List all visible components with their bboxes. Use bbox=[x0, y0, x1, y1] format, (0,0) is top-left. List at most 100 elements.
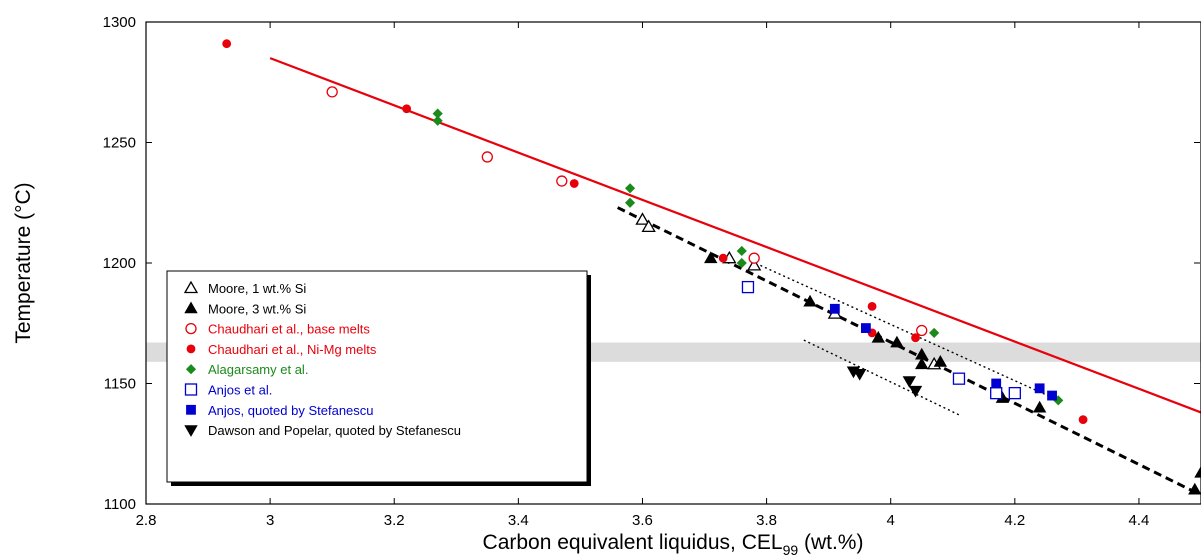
data-point bbox=[741, 280, 755, 294]
data-point bbox=[1008, 386, 1021, 400]
lower-dotted-line bbox=[803, 339, 960, 416]
legend-marker bbox=[186, 404, 196, 415]
red-liquidus-line bbox=[269, 57, 1201, 414]
data-point bbox=[908, 385, 923, 398]
data-point bbox=[569, 179, 579, 188]
axis-ticks-layer: 2.8 3 3.2 3.4 3.6 3.8 4 4.2 4.4 1100 1150 1200 1250 1… bbox=[103, 14, 1200, 529]
data-point bbox=[890, 335, 904, 348]
series-dawson-and-popelar-quoted-by-stefanescu bbox=[846, 366, 923, 398]
data-point bbox=[624, 183, 636, 194]
x-tick-label: 3 bbox=[266, 512, 274, 529]
data-point bbox=[556, 175, 568, 187]
data-point bbox=[736, 245, 747, 257]
legend-marker bbox=[185, 322, 197, 335]
legend-marker bbox=[186, 344, 196, 354]
legend-label: Anjos, quoted by Stefanescu bbox=[208, 403, 374, 418]
legend-entry-chaudhari-et-al-base-melts: Chaudhari et al., base melts bbox=[185, 322, 370, 337]
data-point bbox=[326, 86, 338, 98]
data-point bbox=[635, 212, 650, 225]
legend-marker bbox=[184, 383, 198, 396]
data-point bbox=[990, 386, 1003, 400]
data-point bbox=[736, 257, 747, 269]
data-point bbox=[748, 252, 760, 264]
data-point bbox=[829, 303, 840, 314]
data-point bbox=[481, 151, 493, 163]
legend-items: Moore, 1 wt.% Si Moore, 3 wt.% Si Chaudhar… bbox=[183, 280, 461, 438]
data-point bbox=[1032, 400, 1047, 413]
legend-marker bbox=[183, 280, 199, 294]
data-point bbox=[867, 301, 877, 311]
black-fit-line bbox=[616, 206, 1196, 494]
legend: Moore, 1 wt.% Si Moore, 3 wt.% Si Chaudhar… bbox=[166, 270, 591, 486]
data-point bbox=[929, 327, 940, 338]
data-point bbox=[1034, 383, 1045, 394]
y-tick-label: 1150 bbox=[104, 376, 136, 393]
x-tick-label: 2.8 bbox=[136, 512, 157, 529]
data-point bbox=[952, 372, 966, 385]
series-chaudhari-et-al-base-melts bbox=[326, 86, 928, 337]
data-point bbox=[1078, 415, 1088, 425]
x-tick-label: 3.8 bbox=[756, 512, 777, 529]
legend-label: Chaudhari et al., Ni-Mg melts bbox=[208, 342, 377, 357]
x-axis-label-subscript: 99 bbox=[783, 542, 799, 558]
y-tick-label: 1300 bbox=[103, 14, 136, 31]
legend-label: Moore, 1 wt.% Si bbox=[208, 281, 306, 296]
legend-label: Dawson and Popelar, quoted by Stefanescu bbox=[208, 423, 461, 438]
data-point bbox=[915, 357, 929, 370]
series-anjos-et-al bbox=[741, 280, 1021, 400]
x-axis-label-units: (wt.%) bbox=[798, 531, 863, 554]
legend-label: Moore, 3 wt.% Si bbox=[208, 301, 306, 316]
x-tick-label: 4.2 bbox=[1004, 512, 1025, 529]
data-point bbox=[718, 253, 728, 263]
data-point bbox=[432, 115, 443, 126]
fit-lines-layer bbox=[269, 57, 1201, 494]
y-tick-label: 1100 bbox=[104, 496, 136, 513]
x-tick-label: 3.4 bbox=[508, 512, 529, 529]
legend-entry-dawson-and-popelar-quoted-by-stefanescu: Dawson and Popelar, quoted by Stefanescu bbox=[184, 423, 461, 438]
legend-marker bbox=[185, 364, 197, 375]
data-point bbox=[991, 378, 1002, 389]
series-anjos-quoted-by-stefanescu bbox=[829, 303, 1057, 401]
data-point bbox=[1188, 482, 1201, 495]
legend-marker bbox=[184, 425, 198, 437]
data-point bbox=[624, 197, 636, 208]
data-points-layer bbox=[222, 39, 1201, 495]
legend-entry-moore-3-wt-si: Moore, 3 wt.% Si bbox=[184, 301, 306, 316]
data-point bbox=[911, 333, 920, 343]
y-tick-label: 1250 bbox=[103, 135, 136, 152]
data-point bbox=[852, 368, 867, 381]
legend-entry-chaudhari-et-al-ni-mg-melts: Chaudhari et al., Ni-Mg melts bbox=[186, 342, 377, 357]
data-point bbox=[222, 39, 232, 49]
data-point bbox=[641, 219, 656, 233]
data-point bbox=[803, 294, 817, 307]
legend-marker bbox=[184, 301, 198, 314]
legend-entry-anjos-quoted-by-stefanescu: Anjos, quoted by Stefanescu bbox=[186, 403, 374, 418]
y-axis-label: Temperature (°C) bbox=[12, 182, 35, 343]
legend-entry-anjos-et-al: Anjos et al. bbox=[184, 383, 272, 398]
data-point bbox=[402, 104, 412, 114]
data-point bbox=[1047, 390, 1057, 401]
x-tick-label: 4.4 bbox=[1129, 512, 1150, 529]
data-point bbox=[916, 324, 928, 337]
series-moore-3-wt-si bbox=[704, 251, 1201, 495]
legend-entry-alagarsamy-et-al: Alagarsamy et al. bbox=[185, 362, 308, 377]
x-tick-label: 4 bbox=[887, 512, 895, 529]
legend-entry-moore-1-wt-si: Moore, 1 wt.% Si bbox=[183, 280, 306, 296]
legend-label: Alagarsamy et al. bbox=[208, 362, 308, 377]
x-axis-label-main: Carbon equivalent liquidus, CEL bbox=[483, 531, 783, 554]
data-point bbox=[704, 251, 718, 264]
data-point bbox=[933, 355, 948, 367]
data-point bbox=[747, 258, 762, 271]
legend-label: Anjos et al. bbox=[208, 383, 272, 398]
data-point bbox=[902, 376, 917, 388]
x-axis-label: Carbon equivalent liquidus, CEL99 (wt.%) bbox=[483, 531, 864, 558]
series-chaudhari-et-al-ni-mg-melts bbox=[222, 39, 1088, 425]
legend-box bbox=[166, 270, 588, 483]
data-point bbox=[860, 323, 871, 333]
x-tick-label: 3.2 bbox=[384, 512, 405, 529]
legend-label: Chaudhari et al., base melts bbox=[208, 322, 370, 337]
data-point bbox=[871, 330, 885, 343]
y-tick-label: 1200 bbox=[103, 255, 136, 272]
data-point bbox=[1194, 465, 1201, 478]
